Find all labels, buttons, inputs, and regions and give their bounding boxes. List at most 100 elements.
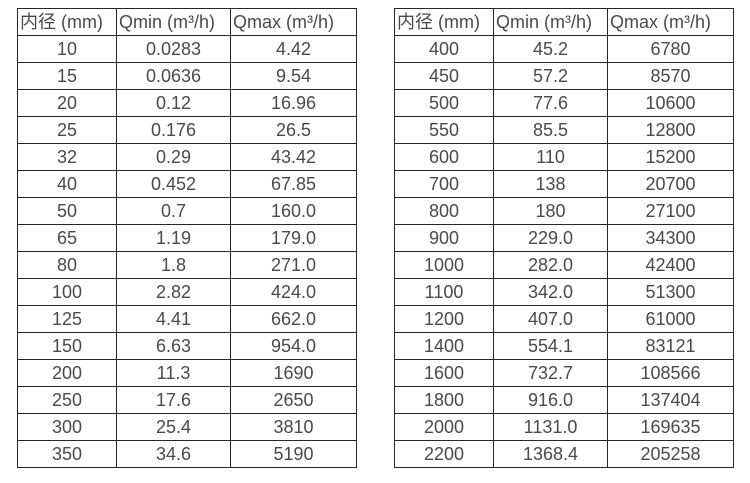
table-cell: 0.176 bbox=[116, 116, 231, 144]
table-cell: 8570 bbox=[607, 62, 734, 90]
table-cell: 57.2 bbox=[493, 62, 608, 90]
table-row: 400 45.2 6780 bbox=[394, 35, 734, 63]
table-cell: 16.96 bbox=[230, 89, 357, 117]
table-cell: 400 bbox=[394, 35, 494, 63]
spec-tables-container: 内径 (mm) Qmin (m³/h) Qmax (m³/h) 10 0.0283 4.4… bbox=[17, 8, 734, 468]
table-cell: 110 bbox=[493, 143, 608, 171]
table-row: 1000 282.0 42400 bbox=[394, 251, 734, 279]
table-cell: 282.0 bbox=[493, 251, 608, 279]
table-cell: 150 bbox=[17, 332, 117, 360]
table-cell: 6.63 bbox=[116, 332, 231, 360]
table-cell: 1690 bbox=[230, 359, 357, 387]
table-cell: 20700 bbox=[607, 170, 734, 198]
table-cell: 0.12 bbox=[116, 89, 231, 117]
table-cell: 20 bbox=[17, 89, 117, 117]
table-cell: 0.29 bbox=[116, 143, 231, 171]
table-row: 80 1.8 271.0 bbox=[17, 251, 357, 279]
flow-range-table-small-diameters: 内径 (mm) Qmin (m³/h) Qmax (m³/h) 10 0.0283 4.4… bbox=[17, 8, 357, 468]
table-row: 500 77.6 10600 bbox=[394, 89, 734, 117]
table-header-cell: Qmax (m³/h) bbox=[230, 8, 357, 36]
table-cell: 200 bbox=[17, 359, 117, 387]
table-cell: 25 bbox=[17, 116, 117, 144]
table-cell: 15200 bbox=[607, 143, 734, 171]
table-cell: 80 bbox=[17, 251, 117, 279]
table-cell: 17.6 bbox=[116, 386, 231, 414]
table-row: 200 11.3 1690 bbox=[17, 359, 357, 387]
table-cell: 250 bbox=[17, 386, 117, 414]
table-cell: 450 bbox=[394, 62, 494, 90]
table-row: 65 1.19 179.0 bbox=[17, 224, 357, 252]
table-row: 450 57.2 8570 bbox=[394, 62, 734, 90]
table-cell: 662.0 bbox=[230, 305, 357, 333]
table-row: 100 2.82 424.0 bbox=[17, 278, 357, 306]
table-cell: 137404 bbox=[607, 386, 734, 414]
table-cell: 0.0636 bbox=[116, 62, 231, 90]
table-cell: 2200 bbox=[394, 440, 494, 468]
table-cell: 1368.4 bbox=[493, 440, 608, 468]
table-cell: 77.6 bbox=[493, 89, 608, 117]
table-row: 1400 554.1 83121 bbox=[394, 332, 734, 360]
table-row: 550 85.5 12800 bbox=[394, 116, 734, 144]
table-cell: 50 bbox=[17, 197, 117, 225]
table-cell: 11.3 bbox=[116, 359, 231, 387]
table-cell: 550 bbox=[394, 116, 494, 144]
table-row: 25 0.176 26.5 bbox=[17, 116, 357, 144]
table-cell: 40 bbox=[17, 170, 117, 198]
table-row: 125 4.41 662.0 bbox=[17, 305, 357, 333]
table-row: 15 0.0636 9.54 bbox=[17, 62, 357, 90]
table-cell: 1100 bbox=[394, 278, 494, 306]
table-cell: 271.0 bbox=[230, 251, 357, 279]
table-cell: 10 bbox=[17, 35, 117, 63]
table-cell: 51300 bbox=[607, 278, 734, 306]
table-row: 250 17.6 2650 bbox=[17, 386, 357, 414]
table-cell: 34300 bbox=[607, 224, 734, 252]
table-cell: 2650 bbox=[230, 386, 357, 414]
table-header-row: 内径 (mm) Qmin (m³/h) Qmax (m³/h) bbox=[394, 8, 734, 36]
table-cell: 916.0 bbox=[493, 386, 608, 414]
table-cell: 0.7 bbox=[116, 197, 231, 225]
table-cell: 32 bbox=[17, 143, 117, 171]
table-cell: 424.0 bbox=[230, 278, 357, 306]
table-cell: 800 bbox=[394, 197, 494, 225]
table-cell: 2000 bbox=[394, 413, 494, 441]
table-cell: 407.0 bbox=[493, 305, 608, 333]
table-cell: 1200 bbox=[394, 305, 494, 333]
table-cell: 3810 bbox=[230, 413, 357, 441]
table-cell: 554.1 bbox=[493, 332, 608, 360]
table-row: 2000 1131.0 169635 bbox=[394, 413, 734, 441]
table-cell: 1600 bbox=[394, 359, 494, 387]
table-cell: 1131.0 bbox=[493, 413, 608, 441]
table-cell: 9.54 bbox=[230, 62, 357, 90]
table-cell: 15 bbox=[17, 62, 117, 90]
table-row: 1600 732.7 108566 bbox=[394, 359, 734, 387]
table-cell: 83121 bbox=[607, 332, 734, 360]
table-row: 600 110 15200 bbox=[394, 143, 734, 171]
table-cell: 0.452 bbox=[116, 170, 231, 198]
table-header-cell: Qmin (m³/h) bbox=[493, 8, 608, 36]
table-cell: 179.0 bbox=[230, 224, 357, 252]
table-row: 1200 407.0 61000 bbox=[394, 305, 734, 333]
table-cell: 43.42 bbox=[230, 143, 357, 171]
table-cell: 1.8 bbox=[116, 251, 231, 279]
table-cell: 180 bbox=[493, 197, 608, 225]
table-cell: 300 bbox=[17, 413, 117, 441]
table-cell: 732.7 bbox=[493, 359, 608, 387]
table-cell: 4.41 bbox=[116, 305, 231, 333]
table-cell: 600 bbox=[394, 143, 494, 171]
table-row: 350 34.6 5190 bbox=[17, 440, 357, 468]
table-row: 32 0.29 43.42 bbox=[17, 143, 357, 171]
table-cell: 1400 bbox=[394, 332, 494, 360]
table-cell: 205258 bbox=[607, 440, 734, 468]
table-cell: 900 bbox=[394, 224, 494, 252]
table-header-cell: Qmin (m³/h) bbox=[116, 8, 231, 36]
table-header-cell: 内径 (mm) bbox=[17, 8, 117, 36]
table-row: 150 6.63 954.0 bbox=[17, 332, 357, 360]
table-cell: 954.0 bbox=[230, 332, 357, 360]
table-row: 20 0.12 16.96 bbox=[17, 89, 357, 117]
table-row: 40 0.452 67.85 bbox=[17, 170, 357, 198]
table-cell: 160.0 bbox=[230, 197, 357, 225]
table-cell: 138 bbox=[493, 170, 608, 198]
table-cell: 67.85 bbox=[230, 170, 357, 198]
table-cell: 229.0 bbox=[493, 224, 608, 252]
